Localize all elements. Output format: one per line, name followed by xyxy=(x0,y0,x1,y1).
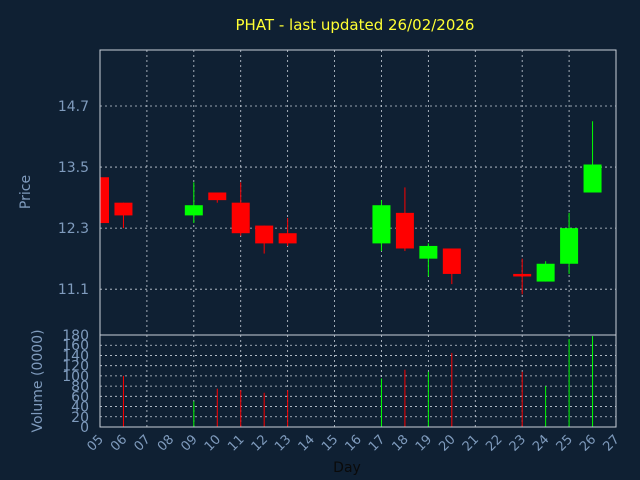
x-tick-label: 07 xyxy=(131,432,153,454)
x-tick-label: 26 xyxy=(577,432,599,454)
x-tick-label: 27 xyxy=(601,432,623,454)
candle-body xyxy=(560,228,579,264)
x-tick-label: 14 xyxy=(296,432,318,454)
x-tick-label: 22 xyxy=(483,432,505,454)
candle-body xyxy=(278,233,297,244)
volume-panel-frame xyxy=(99,334,617,428)
volume-tick-label: 180 xyxy=(62,328,89,344)
candle-body xyxy=(395,212,414,249)
x-tick-label: 21 xyxy=(460,432,482,454)
volume-tick-label: 160 xyxy=(62,338,89,354)
volume-tick-label: 100 xyxy=(62,369,89,385)
y-axis-label: Price xyxy=(18,175,34,209)
chart-marks xyxy=(99,121,602,427)
volume-axis-label: Volume (0000) xyxy=(30,329,46,432)
volume-tick-label: 20 xyxy=(71,410,89,426)
price-panel-frame xyxy=(99,49,617,336)
candle-body xyxy=(184,205,203,216)
candle-body xyxy=(442,248,461,274)
x-tick-label: 09 xyxy=(178,432,200,454)
x-tick-label: 18 xyxy=(389,432,411,454)
candle-body xyxy=(114,202,133,216)
y-tick-label: 12.3 xyxy=(58,221,89,237)
candle-body xyxy=(583,164,602,193)
x-tick-label: 17 xyxy=(366,432,388,454)
x-tick-label: 15 xyxy=(319,432,341,454)
volume-tick-label: 40 xyxy=(71,400,89,416)
x-tick-label: 10 xyxy=(202,432,224,454)
candle-body xyxy=(231,202,250,234)
x-axis-label: Day xyxy=(333,460,361,476)
candle-body xyxy=(419,245,438,259)
x-tick-label: 06 xyxy=(108,432,130,454)
candle-body xyxy=(372,205,391,244)
x-tick-label: 12 xyxy=(249,432,271,454)
candle-body xyxy=(536,263,555,282)
x-tick-label: 16 xyxy=(343,432,365,454)
candle-body xyxy=(100,177,109,224)
x-tick-label: 25 xyxy=(554,432,576,454)
x-tick-label: 24 xyxy=(530,432,552,454)
x-tick-label: 08 xyxy=(155,432,177,454)
x-tick-label: 19 xyxy=(413,432,435,454)
y-tick-label: 14.7 xyxy=(58,99,89,115)
x-tick-label: 23 xyxy=(507,432,529,454)
grid-lines xyxy=(100,50,616,427)
x-tick-label: 13 xyxy=(272,432,294,454)
y-tick-label: 11.1 xyxy=(58,282,89,298)
x-tick-label: 20 xyxy=(436,432,458,454)
volume-tick-label: 140 xyxy=(62,348,89,364)
volume-tick-label: 0 xyxy=(80,420,89,436)
x-tick-label: 11 xyxy=(225,432,247,454)
candle-body xyxy=(208,192,227,201)
candle-body xyxy=(513,273,532,277)
chart-title: PHAT - last updated 26/02/2026 xyxy=(236,16,475,34)
tick-labels: 14.713.512.311.1180160140120100806040200… xyxy=(58,99,623,455)
candle-body xyxy=(255,225,274,244)
volume-tick-label: 120 xyxy=(62,359,89,375)
volume-tick-label: 80 xyxy=(71,379,89,395)
volume-tick-label: 60 xyxy=(71,389,89,405)
y-tick-label: 13.5 xyxy=(58,160,89,176)
